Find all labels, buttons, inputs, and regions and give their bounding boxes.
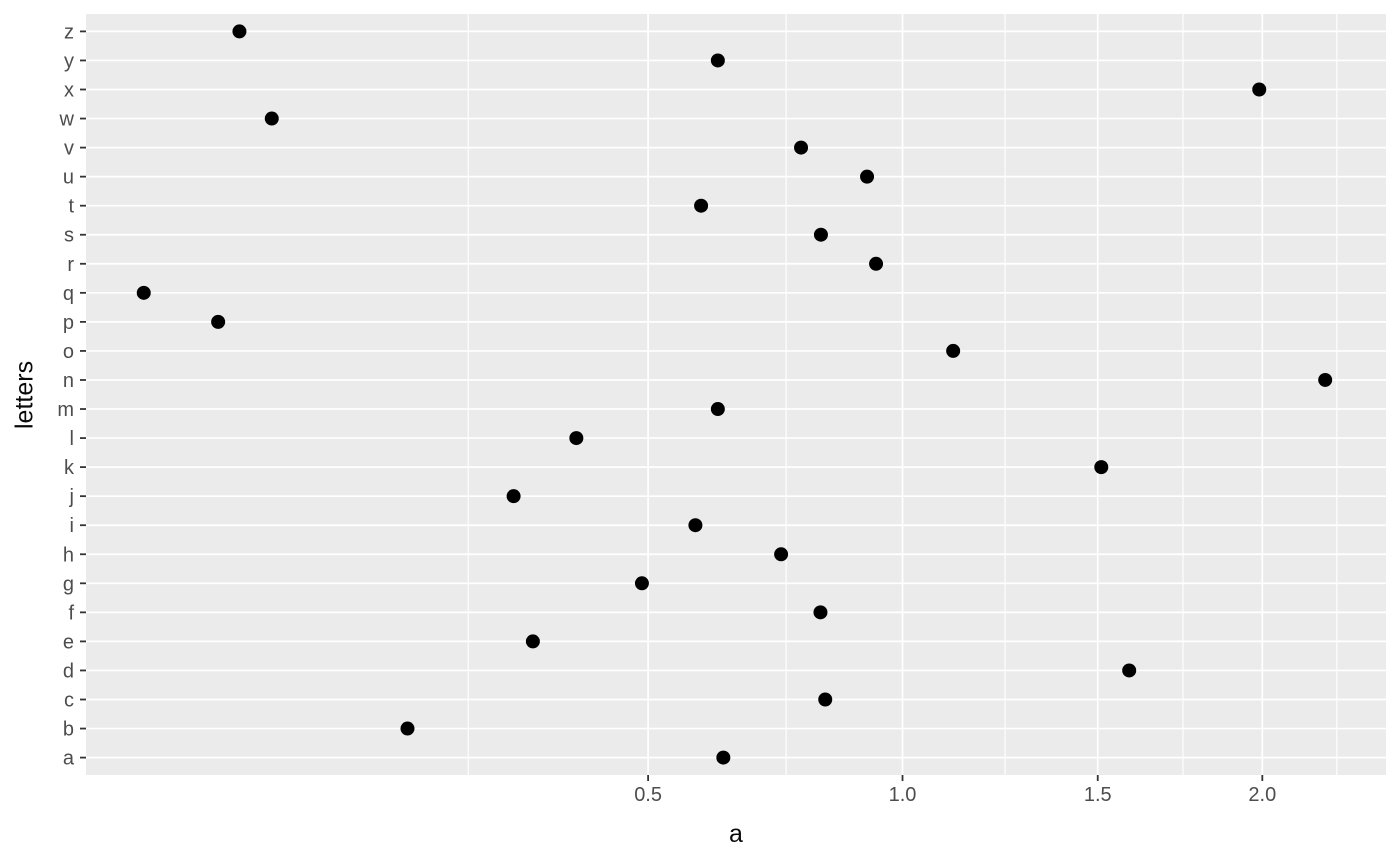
data-point-j xyxy=(506,489,521,504)
y-tick-label: j xyxy=(69,486,74,508)
y-tick-label: u xyxy=(63,167,74,189)
y-tick-label: y xyxy=(64,50,74,72)
data-point-z xyxy=(232,24,247,39)
data-point-l xyxy=(569,431,584,446)
x-tick-label: 0.5 xyxy=(634,784,662,806)
x-tick-label: 1.0 xyxy=(889,784,917,806)
data-point-i xyxy=(688,518,703,533)
y-tick-label: p xyxy=(63,312,74,334)
data-point-d xyxy=(1122,663,1137,678)
data-point-n xyxy=(1318,372,1333,387)
data-point-m xyxy=(710,402,725,417)
y-tick-label: a xyxy=(63,748,75,770)
y-tick-label: w xyxy=(59,109,75,131)
y-tick-label: n xyxy=(63,370,74,392)
y-tick-label: z xyxy=(64,21,74,43)
data-point-t xyxy=(694,198,709,213)
y-tick-label: m xyxy=(57,399,74,421)
x-tick-label: 1.5 xyxy=(1084,784,1112,806)
y-tick-label: c xyxy=(64,690,74,712)
y-tick-label: h xyxy=(63,544,74,566)
data-point-e xyxy=(525,634,540,649)
data-point-k xyxy=(1094,460,1109,475)
y-axis-title: letters xyxy=(10,360,39,429)
data-point-u xyxy=(860,169,875,184)
y-tick-label: v xyxy=(64,138,74,160)
y-tick-label: r xyxy=(67,254,74,276)
y-tick-label: g xyxy=(63,573,74,595)
data-point-r xyxy=(869,256,884,271)
data-point-s xyxy=(813,227,828,242)
y-tick-label: q xyxy=(63,283,74,305)
y-tick-label: d xyxy=(63,660,74,682)
data-point-h xyxy=(774,547,789,562)
data-point-c xyxy=(818,692,833,707)
data-point-q xyxy=(136,285,151,300)
data-point-b xyxy=(400,721,415,736)
data-point-p xyxy=(211,314,226,329)
y-tick-label: b xyxy=(63,719,74,741)
data-point-f xyxy=(813,605,828,620)
y-tick-label: x xyxy=(64,79,74,101)
plot-panel xyxy=(86,14,1386,775)
y-tick-label: k xyxy=(64,457,75,479)
data-point-x xyxy=(1252,82,1267,97)
y-tick-label: t xyxy=(68,196,74,218)
data-point-g xyxy=(634,576,649,591)
y-tick-label: o xyxy=(63,341,74,363)
data-point-v xyxy=(794,140,809,155)
y-tick-label: s xyxy=(64,225,74,247)
x-axis-title: a xyxy=(729,820,743,848)
y-tick-label: e xyxy=(63,631,74,653)
y-tick-label: i xyxy=(70,515,74,537)
data-point-y xyxy=(710,53,725,68)
x-tick-label: 2.0 xyxy=(1248,784,1276,806)
data-point-a xyxy=(716,750,731,765)
y-tick-label: f xyxy=(68,602,74,624)
y-tick-label: l xyxy=(70,428,74,450)
data-point-w xyxy=(264,111,279,126)
data-point-o xyxy=(946,343,961,358)
